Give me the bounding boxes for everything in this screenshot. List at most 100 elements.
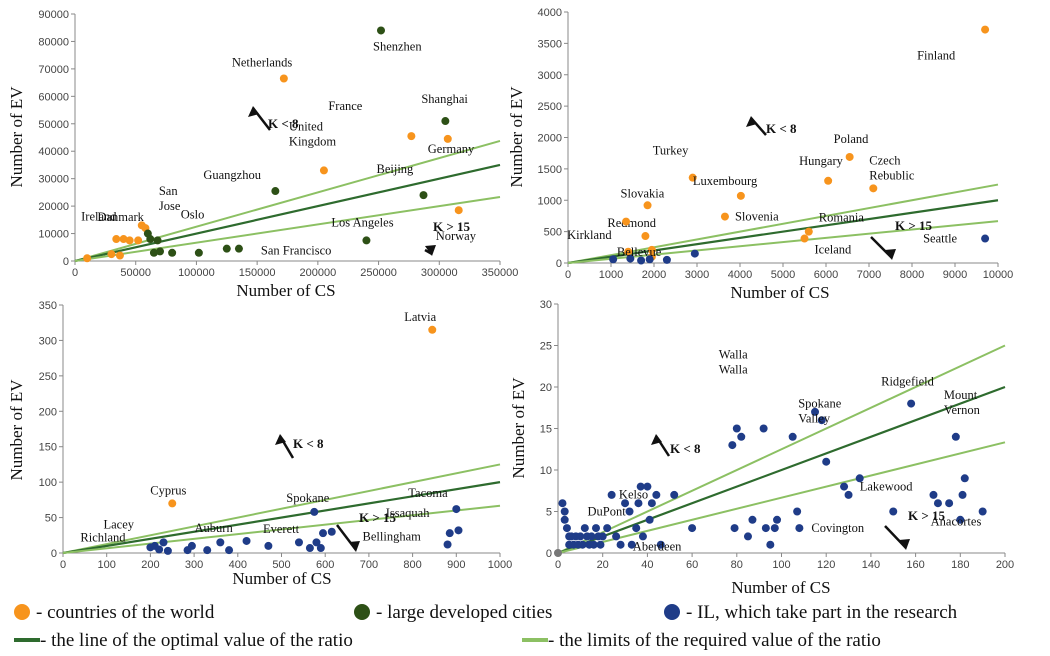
data-point-il xyxy=(889,507,898,516)
x-tick-label: 60 xyxy=(686,559,698,571)
data-point-il xyxy=(242,536,251,545)
x-tick-label: 7000 xyxy=(857,269,881,281)
y-tick-label: 25 xyxy=(540,341,552,353)
data-point-country xyxy=(641,232,650,241)
data-point-country xyxy=(804,227,813,236)
x-tick-label: 20 xyxy=(597,559,609,571)
data-point-il xyxy=(580,524,589,533)
data-label: San Jose xyxy=(159,184,181,213)
data-point-il xyxy=(560,507,569,516)
data-point-city xyxy=(271,187,280,196)
data-point-il xyxy=(225,546,234,555)
y-tick-label: 90000 xyxy=(38,9,69,21)
data-point-city xyxy=(441,117,450,126)
x-tick-label: 100 xyxy=(772,559,790,571)
data-point-il xyxy=(956,515,965,524)
k-upper-label: K < 8 xyxy=(766,121,797,136)
data-point-il xyxy=(589,540,598,549)
data-label: Guangzhou xyxy=(203,168,261,182)
legend-il: - IL, which take part in the research xyxy=(686,602,958,623)
y-tick-label: 1000 xyxy=(538,195,562,207)
data-point-city xyxy=(149,248,158,257)
data-label: Tacoma xyxy=(408,486,448,500)
y-tick-label: 3000 xyxy=(538,70,562,82)
x-tick-label: 50000 xyxy=(120,267,151,279)
x-tick-label: 400 xyxy=(229,559,247,571)
data-label: Cyprus xyxy=(150,483,186,497)
data-point-il xyxy=(645,515,654,524)
data-point-il xyxy=(159,538,168,547)
x-tick-label: 250000 xyxy=(360,267,397,279)
ratio-line-k10 xyxy=(557,385,1006,555)
y-tick-label: 250 xyxy=(39,371,57,383)
k-lower-label: K > 15 xyxy=(433,219,471,234)
k-upper-label: K < 8 xyxy=(293,436,324,451)
x-axis-label: Number of CS xyxy=(236,281,335,300)
y-tick-label: 30000 xyxy=(38,174,69,186)
y-tick-label: 300 xyxy=(39,335,57,347)
data-point-city xyxy=(419,191,428,200)
y-tick-label: 15 xyxy=(540,424,552,436)
data-label: Turkey xyxy=(653,144,689,158)
data-point-il xyxy=(603,524,612,533)
k-lower-arrowhead xyxy=(885,249,896,260)
data-point-il xyxy=(759,424,768,433)
y-tick-label: 0 xyxy=(51,548,57,560)
data-point-il xyxy=(558,499,567,508)
data-point-il xyxy=(445,529,454,538)
legend-cities: - large developed cities xyxy=(376,602,552,623)
data-label: Bellingham xyxy=(363,529,422,543)
x-tick-label: 150000 xyxy=(239,267,276,279)
data-label: Shenzhen xyxy=(373,39,422,53)
data-point-country xyxy=(688,173,697,182)
y-tick-label: 5 xyxy=(546,507,552,519)
y-tick-label: 0 xyxy=(556,258,562,270)
data-point-city xyxy=(377,26,385,35)
data-point-country xyxy=(119,235,128,244)
x-tick-label: 100 xyxy=(98,559,116,571)
data-label: Czech Rebublic xyxy=(869,153,915,182)
x-tick-label: 120 xyxy=(817,559,835,571)
data-point-il xyxy=(958,490,967,499)
charts: 0 50000 100000 150000 200000 250000 300000 3500… xyxy=(7,7,1014,597)
legend-optimal: - the line of the optimal value of the r… xyxy=(40,630,353,651)
x-tick-label: 500 xyxy=(272,559,290,571)
data-point-il xyxy=(305,544,314,553)
data-point-il xyxy=(562,524,571,533)
data-label: DuPont xyxy=(588,505,627,519)
ratio-line-k10 xyxy=(62,481,501,555)
y-tick-label: 60000 xyxy=(38,91,69,103)
x-tick-label: 1000 xyxy=(599,269,623,281)
data-label: San Francisco xyxy=(261,244,331,258)
k-lower-arrowhead xyxy=(349,541,360,552)
data-label: Aberdeen xyxy=(633,540,682,554)
data-point-il xyxy=(576,532,585,541)
data-point-il xyxy=(627,540,636,549)
chart-top-right: 0 1000 2000 3000 4000 5000 6000 7000 8000 9000 100… xyxy=(507,7,1013,302)
k-lower-label: K > 15 xyxy=(908,508,946,523)
y-tick-label: 0 xyxy=(63,256,69,268)
data-label: Ireland xyxy=(81,209,117,223)
data-point-il xyxy=(662,255,671,264)
x-tick-label: 5000 xyxy=(771,269,795,281)
ratio-line-k8 xyxy=(567,183,999,264)
ratio-line-k15 xyxy=(567,220,999,264)
data-point-country xyxy=(407,132,416,141)
data-point-il xyxy=(607,490,616,499)
y-tick-label: 70000 xyxy=(38,64,69,76)
data-point-il xyxy=(616,540,625,549)
data-point-country xyxy=(981,25,990,34)
data-point-il xyxy=(761,524,770,533)
x-tick-label: 100000 xyxy=(178,267,215,279)
legend-country-marker xyxy=(14,604,30,620)
k-lower-arrowhead xyxy=(899,539,910,550)
data-label: Slovakia xyxy=(621,186,665,200)
data-point-il xyxy=(626,254,635,263)
y-tick-label: 20 xyxy=(540,382,552,394)
data-label: France xyxy=(328,99,362,113)
y-tick-label: 50 xyxy=(45,513,57,525)
y-tick-label: 1500 xyxy=(538,164,562,176)
y-tick-label: 30 xyxy=(540,299,552,311)
data-point-il xyxy=(327,527,336,536)
data-point-il xyxy=(443,540,452,549)
